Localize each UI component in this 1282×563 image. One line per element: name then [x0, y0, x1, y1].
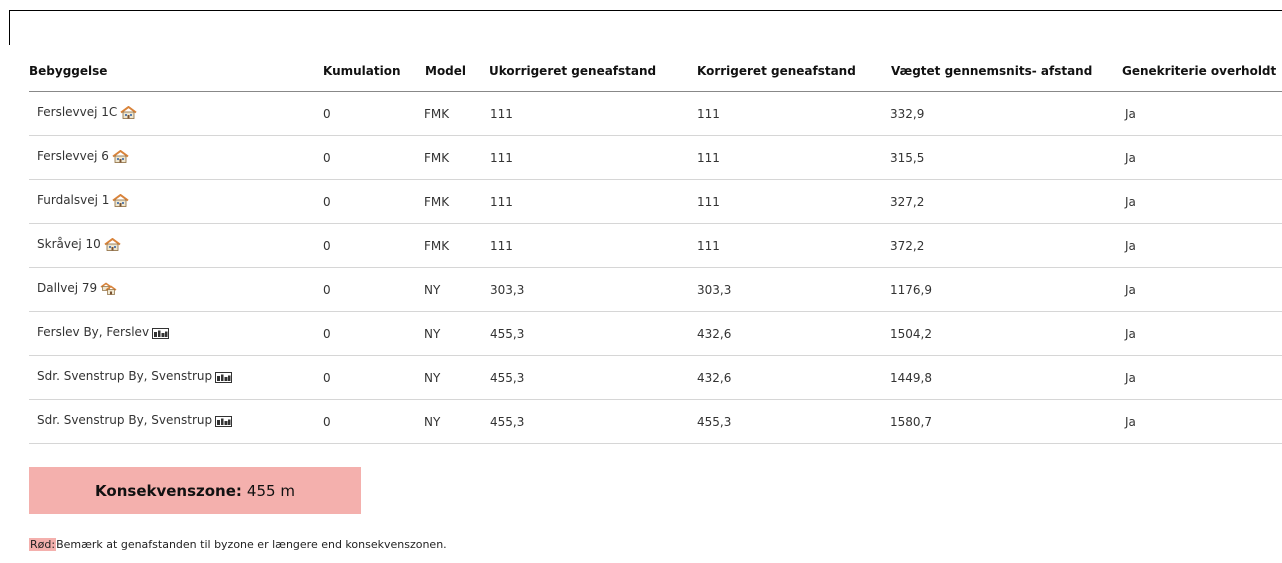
ukorrigeret-cell: 455,3	[462, 399, 668, 444]
ukorrigeret-cell: 303,3	[462, 267, 668, 312]
house-icon	[112, 193, 129, 210]
table-row: Ferslev By, Ferslev 0 NY 455,3 432,6 1504,2 Ja	[29, 311, 1282, 356]
ukorrigeret-cell: 111	[462, 135, 668, 180]
town-icon	[152, 328, 170, 342]
ukorrigeret-cell: 111	[462, 179, 668, 224]
table-header-row: Bebyggelse Kumulation Model Ukorrigeret …	[29, 50, 1282, 92]
konsekvenszone-banner: Konsekvenszone: 455 m	[29, 467, 361, 514]
town-icon	[215, 416, 233, 430]
genekriterie-cell: Ja	[1110, 135, 1282, 180]
bebyggelse-cell: Dallvej 79	[29, 267, 293, 312]
genekriterie-cell: Ja	[1110, 91, 1282, 136]
col-header-model: Model	[399, 50, 466, 92]
zone-label: Konsekvenszone:	[95, 481, 242, 500]
model-cell: NY	[399, 355, 462, 400]
korrigeret-cell: 111	[668, 223, 865, 268]
table-row: Ferslevvej 1C 0 FMK 111 111 332,9 Ja	[29, 91, 1282, 136]
bebyggelse-cell: Ferslev By, Ferslev	[29, 311, 293, 356]
bebyggelse-cell: Ferslevvej 6	[29, 135, 293, 180]
house-icon	[104, 237, 121, 254]
bebyggelse-cell: Skråvej 10	[29, 223, 293, 268]
table-row: Skråvej 10 0 FMK 111 111 372,2 Ja	[29, 223, 1282, 268]
genekriterie-cell: Ja	[1110, 223, 1282, 268]
bebyggelse-name: Sdr. Svenstrup By, Svenstrup	[37, 369, 213, 383]
col-header-ukorrigeret: Ukorrigeret geneafstand	[462, 50, 668, 92]
table-row: Ferslevvej 6 0 FMK 111 111 315,5 Ja	[29, 135, 1282, 180]
vaegtet-cell: 1580,7	[865, 399, 1110, 444]
vaegtet-cell: 1504,2	[865, 311, 1110, 356]
genekriterie-cell: Ja	[1110, 267, 1282, 312]
table-row: Sdr. Svenstrup By, Svenstrup 0 NY 455,3 432,…	[29, 355, 1282, 400]
col-header-bebyggelse: Bebyggelse	[29, 50, 293, 92]
col-header-genekriterie: Genekriterie overholdt	[1110, 50, 1282, 92]
genekriterie-cell: Ja	[1110, 311, 1282, 356]
legend-red-tag: Rød:	[29, 538, 57, 551]
col-header-korrigeret: Korrigeret geneafstand	[668, 50, 865, 92]
genekriterie-cell: Ja	[1110, 355, 1282, 400]
frame-border-top	[9, 10, 1282, 11]
kumulation-cell: 0	[293, 179, 399, 224]
genekriterie-cell: Ja	[1110, 179, 1282, 224]
vaegtet-cell: 1176,9	[865, 267, 1110, 312]
col-header-vaegtet: Vægtet gennemsnits- afstand	[865, 50, 1110, 92]
korrigeret-cell: 111	[668, 179, 865, 224]
houses-icon	[100, 282, 117, 298]
table-row: Dallvej 79 0 NY 303,3 303,3 1176,9 Ja	[29, 267, 1282, 312]
house-icon	[112, 149, 129, 166]
bebyggelse-name: Furdalsvej 1	[37, 193, 110, 207]
ukorrigeret-cell: 111	[462, 91, 668, 136]
model-cell: FMK	[399, 91, 462, 136]
bebyggelse-cell: Sdr. Svenstrup By, Svenstrup	[29, 355, 293, 400]
bebyggelse-name: Ferslevvej 1C	[37, 105, 118, 119]
bebyggelse-cell: Furdalsvej 1	[29, 179, 293, 224]
korrigeret-cell: 432,6	[668, 311, 865, 356]
vaegtet-cell: 372,2	[865, 223, 1110, 268]
korrigeret-cell: 303,3	[668, 267, 865, 312]
col-header-kumulation: Kumulation	[293, 50, 401, 92]
ukorrigeret-cell: 455,3	[462, 355, 668, 400]
frame-border-left	[9, 10, 10, 45]
bebyggelse-name: Ferslev By, Ferslev	[37, 325, 150, 339]
vaegtet-cell: 332,9	[865, 91, 1110, 136]
model-cell: NY	[399, 399, 462, 444]
town-icon	[215, 372, 233, 386]
ukorrigeret-cell: 111	[462, 223, 668, 268]
model-cell: FMK	[399, 179, 462, 224]
kumulation-cell: 0	[293, 311, 399, 356]
bebyggelse-name: Dallvej 79	[37, 281, 98, 295]
model-cell: FMK	[399, 135, 462, 180]
house-icon	[120, 105, 137, 122]
zone-value: 455 m	[246, 481, 295, 500]
vaegtet-cell: 315,5	[865, 135, 1110, 180]
kumulation-cell: 0	[293, 223, 399, 268]
legend-note: Rød:Bemærk at genafstanden til byzone er…	[29, 538, 447, 551]
kumulation-cell: 0	[293, 267, 399, 312]
ukorrigeret-cell: 455,3	[462, 311, 668, 356]
korrigeret-cell: 111	[668, 91, 865, 136]
kumulation-cell: 0	[293, 91, 399, 136]
genekriterie-cell: Ja	[1110, 399, 1282, 444]
vaegtet-cell: 327,2	[865, 179, 1110, 224]
bebyggelse-cell: Sdr. Svenstrup By, Svenstrup	[29, 399, 293, 444]
table-row: Furdalsvej 1 0 FMK 111 111 327,2 Ja	[29, 179, 1282, 224]
odor-distance-table: Bebyggelse Kumulation Model Ukorrigeret …	[29, 50, 1282, 444]
bebyggelse-name: Ferslevvej 6	[37, 149, 109, 163]
korrigeret-cell: 455,3	[668, 399, 865, 444]
legend-note-text: Bemærk at genafstanden til byzone er læn…	[56, 538, 447, 551]
kumulation-cell: 0	[293, 135, 399, 180]
bebyggelse-name: Sdr. Svenstrup By, Svenstrup	[37, 413, 213, 427]
kumulation-cell: 0	[293, 399, 399, 444]
korrigeret-cell: 111	[668, 135, 865, 180]
table-row: Sdr. Svenstrup By, Svenstrup 0 NY 455,3 455,…	[29, 399, 1282, 444]
bebyggelse-name: Skråvej 10	[37, 237, 101, 251]
bebyggelse-cell: Ferslevvej 1C	[29, 91, 293, 136]
model-cell: NY	[399, 311, 462, 356]
korrigeret-cell: 432,6	[668, 355, 865, 400]
model-cell: NY	[399, 267, 462, 312]
model-cell: FMK	[399, 223, 462, 268]
vaegtet-cell: 1449,8	[865, 355, 1110, 400]
kumulation-cell: 0	[293, 355, 399, 400]
